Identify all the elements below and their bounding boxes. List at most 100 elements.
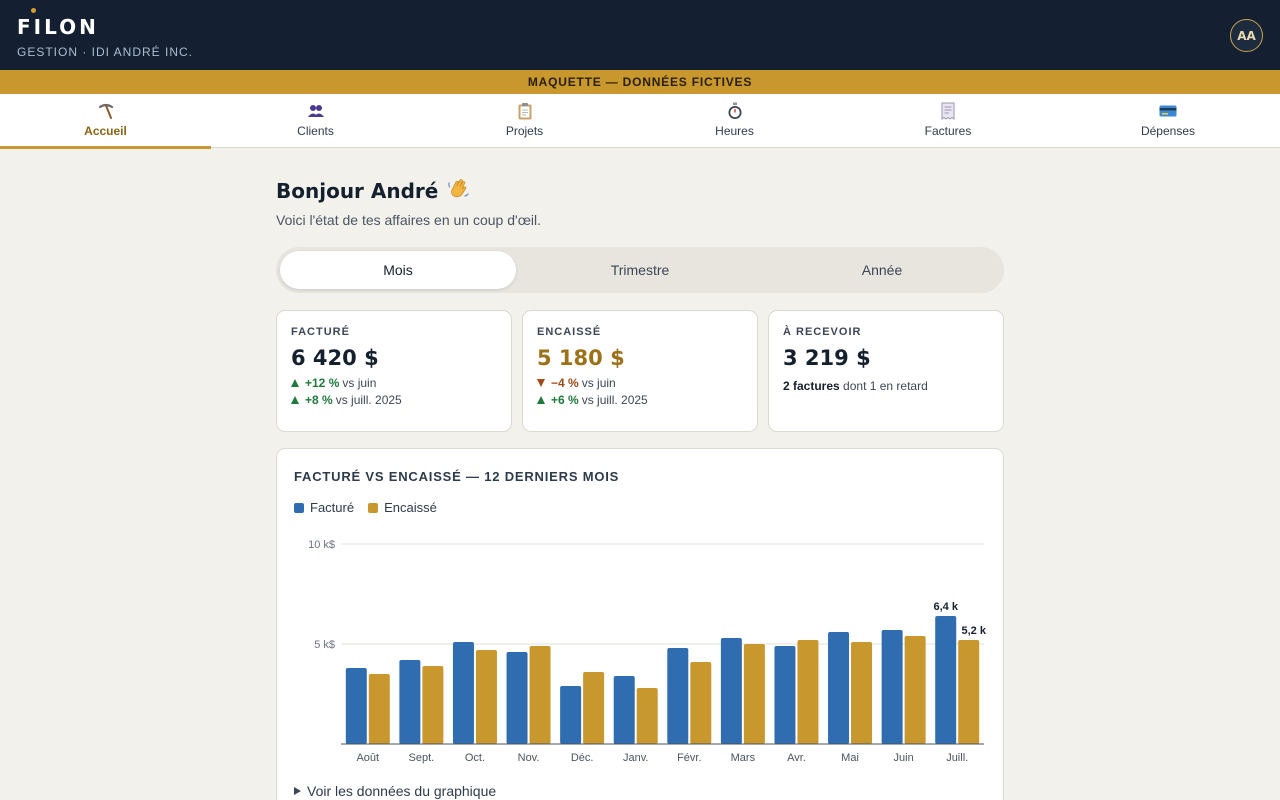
bar-encaisse xyxy=(743,644,765,744)
greeting-text: Bonjour André xyxy=(276,178,439,203)
credit-card-icon xyxy=(1159,101,1177,121)
bar-facture xyxy=(613,676,635,744)
legend-swatch xyxy=(368,502,379,513)
trend-value: +12 % xyxy=(305,376,340,390)
logo-text: FILON xyxy=(17,15,99,39)
bar-facture xyxy=(399,660,421,744)
kpi-trend: +6 % vs juill. 2025 xyxy=(537,393,743,407)
show-chart-data-toggle[interactable]: Voir les données du graphique xyxy=(294,783,496,799)
nav-item-heures[interactable]: Heures xyxy=(629,94,840,148)
kpi-label: ENCAISSÉ xyxy=(537,326,602,338)
logo-dot xyxy=(31,8,36,13)
kpi-trend: −4 % vs juin xyxy=(537,376,743,390)
clipboard-icon xyxy=(517,101,533,121)
note-count: 2 factures xyxy=(783,379,840,393)
avatar-initials: AA xyxy=(1237,28,1256,43)
x-tick-label: Févr. xyxy=(677,752,701,764)
people-icon xyxy=(307,101,325,121)
trend-value: −4 % xyxy=(551,376,579,390)
nav-item-factures[interactable]: Factures xyxy=(840,94,1056,148)
kpi-note: 2 factures dont 1 en retard xyxy=(783,379,989,393)
bar-facture xyxy=(774,646,796,744)
bar-facture xyxy=(667,648,689,744)
period-option-annee[interactable]: Année xyxy=(861,262,903,278)
bar-encaisse xyxy=(529,646,551,744)
trend-text: vs juin xyxy=(342,376,377,390)
data-label: 6,4 k xyxy=(933,601,958,613)
chart-card: FACTURÉ VS ENCAISSÉ — 12 DERNIERS MOIS F… xyxy=(276,448,1004,800)
bar-encaisse xyxy=(636,688,658,744)
page-subtitle: Voici l'état de tes affaires en un coup … xyxy=(276,212,542,228)
bar-encaisse xyxy=(368,674,390,744)
bar-encaisse xyxy=(422,666,444,744)
x-tick-label: Mai xyxy=(841,752,859,764)
mockup-banner-text: MAQUETTE — DONNÉES FICTIVES xyxy=(527,75,753,89)
arrow-up-icon xyxy=(537,396,545,404)
nav-item-clients[interactable]: Clients xyxy=(211,94,420,148)
nav-label: Projets xyxy=(505,124,544,138)
trend-value: +8 % xyxy=(305,393,333,407)
arrow-up-icon xyxy=(291,396,299,404)
kpi-trend: +8 % vs juill. 2025 xyxy=(291,393,497,407)
company-subtitle: GESTION · IDI ANDRÉ INC. xyxy=(17,45,194,59)
trend-text: vs juin xyxy=(581,376,616,390)
kpi-card-encaisse[interactable]: ENCAISSÉ 5 180 $ −4 % vs juin +6 % vs ju… xyxy=(522,310,758,432)
kpi-card-facture[interactable]: FACTURÉ 6 420 $ +12 % vs juin +8 % vs ju… xyxy=(276,310,512,432)
period-selector: Mois Trimestre Année xyxy=(276,247,1004,293)
page-title: Bonjour André xyxy=(276,176,470,205)
bar-encaisse xyxy=(690,662,712,744)
avatar[interactable]: AA xyxy=(1230,19,1263,52)
bar-encaisse xyxy=(958,640,980,744)
main-nav: Accueil Clients Projets Heures Factures … xyxy=(0,94,1280,149)
note-text: dont 1 en retard xyxy=(843,379,928,393)
x-tick-label: Oct. xyxy=(465,752,485,764)
period-option-trimestre[interactable]: Trimestre xyxy=(610,262,670,278)
x-tick-label: Sept. xyxy=(409,752,435,764)
bar-facture xyxy=(506,652,528,744)
bar-chart: 5 k$ 10 k$ Août Sept. Oct. Nov. Déc. Janv. Févr.… xyxy=(308,539,987,764)
nav-label: Dépenses xyxy=(1140,124,1196,138)
y-tick-label: 10 k$ xyxy=(308,539,335,551)
nav-label: Heures xyxy=(715,124,754,138)
bar-facture xyxy=(452,642,474,744)
x-tick-label: Août xyxy=(356,752,379,764)
wave-hand-icon xyxy=(446,176,470,205)
trend-text: vs juill. 2025 xyxy=(335,393,402,407)
x-tick-label: Déc. xyxy=(571,752,594,764)
nav-label: Factures xyxy=(924,124,972,138)
bar-encaisse xyxy=(475,650,497,744)
bar-facture xyxy=(935,616,957,744)
nav-item-depenses[interactable]: Dépenses xyxy=(1056,94,1280,148)
chart-legend: Facturé Encaissé xyxy=(294,500,437,515)
trend-text: vs juill. 2025 xyxy=(581,393,648,407)
nav-label: Clients xyxy=(297,124,334,138)
bar-encaisse xyxy=(797,640,819,744)
bar-facture xyxy=(828,632,850,744)
arrow-up-icon xyxy=(291,379,299,387)
kpi-card-a-recevoir[interactable]: À RECEVOIR 3 219 $ 2 factures dont 1 en … xyxy=(768,310,1004,432)
x-tick-label: Avr. xyxy=(787,752,806,764)
bar-facture xyxy=(720,638,742,744)
nav-item-accueil[interactable]: Accueil xyxy=(0,94,211,149)
logo: FILON xyxy=(17,8,99,40)
toggle-label: Voir les données du graphique xyxy=(307,783,497,799)
app-header: FILON GESTION · IDI ANDRÉ INC. AA xyxy=(0,0,1280,70)
legend-item-facture: Facturé xyxy=(294,500,354,515)
x-tick-label: Nov. xyxy=(518,752,540,764)
period-option-mois[interactable]: Mois xyxy=(280,251,516,289)
x-tick-label: Mars xyxy=(731,752,756,764)
bar-encaisse xyxy=(583,672,605,744)
trend-value: +6 % xyxy=(551,393,579,407)
chart-title: FACTURÉ VS ENCAISSÉ — 12 DERNIERS MOIS xyxy=(294,469,620,484)
bar-encaisse xyxy=(851,642,873,744)
legend-label: Encaissé xyxy=(384,500,437,515)
kpi-label: FACTURÉ xyxy=(291,326,350,338)
nav-item-projets[interactable]: Projets xyxy=(420,94,629,148)
arrow-down-icon xyxy=(537,379,545,387)
legend-label: Facturé xyxy=(310,500,355,515)
brand[interactable]: FILON GESTION · IDI ANDRÉ INC. xyxy=(17,8,194,59)
bar-facture xyxy=(881,630,903,744)
receipt-icon xyxy=(941,101,955,121)
kpi-trend: +12 % vs juin xyxy=(291,376,497,390)
bar-facture xyxy=(345,668,367,744)
